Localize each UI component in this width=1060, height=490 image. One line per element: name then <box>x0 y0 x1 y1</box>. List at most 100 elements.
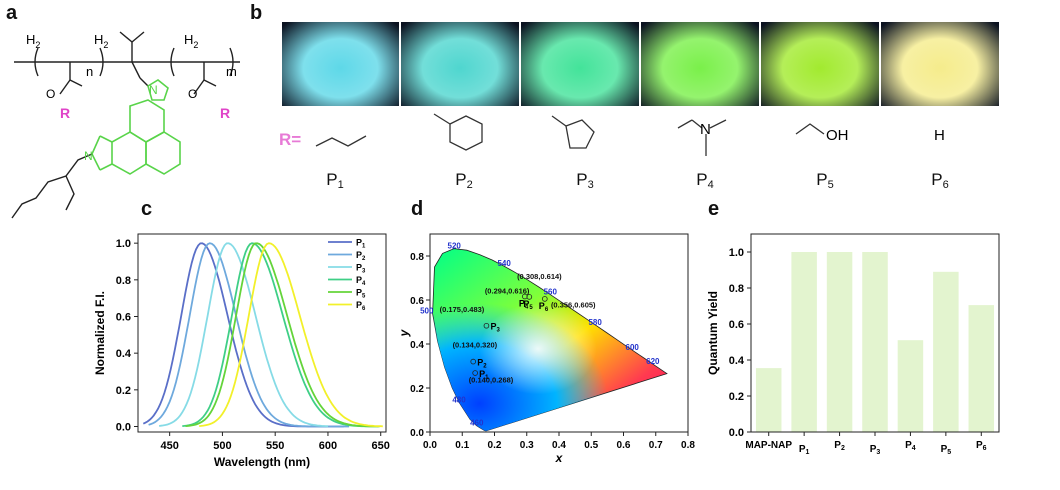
h2-label-3: H2 <box>184 32 198 50</box>
point-subscript: 6 <box>545 307 549 313</box>
sample-label-p2: P2 <box>455 170 473 191</box>
legend-name: P <box>356 300 362 310</box>
subscript-n: n <box>86 64 93 79</box>
photo-p4 <box>641 22 759 106</box>
category-subscript: 4 <box>912 445 916 452</box>
photo-p5 <box>761 22 879 106</box>
thf-structure <box>565 119 595 149</box>
y-tick-label: 0.2 <box>410 384 424 395</box>
cie-point-label: P1 <box>479 369 489 381</box>
y-tick-label: 0.4 <box>729 355 745 367</box>
photo-p6 <box>881 22 999 106</box>
x-tick-label: P4 <box>905 440 916 452</box>
y-tick-label: 1.0 <box>729 247 744 259</box>
x-tick-label: P2 <box>834 440 845 452</box>
hydroxyl-label: OH <box>826 127 849 144</box>
wavelength-label: 600 <box>626 343 640 352</box>
r-equals-label: R= <box>279 130 302 149</box>
legend-entry: P4 <box>356 275 366 287</box>
y-axis-label: Normalized F.I. <box>93 291 107 375</box>
cie-point-p3 <box>483 322 490 329</box>
butyl-structure <box>315 135 367 147</box>
hydrogen-label: H <box>934 127 945 144</box>
cie-point-label: P4 <box>519 298 529 310</box>
cie-chromaticity-chart: 0.0 0.1 0.2 0.3 0.4 0.5 0.6 0.7 0.8 0.0 0.2 0.4 0.6 0… <box>398 233 695 465</box>
oxygen-atom-right: O <box>188 87 197 101</box>
x-tick-label: 550 <box>266 440 284 452</box>
legend-entry: P3 <box>356 263 366 275</box>
point-subscript: 1 <box>485 375 489 381</box>
legend-name: P <box>356 263 362 273</box>
category-name: P <box>834 440 841 451</box>
x-tick-label: MAP-NAP <box>745 440 792 451</box>
y-tick-label: 0.4 <box>410 340 424 351</box>
sample-label-p3: P3 <box>576 170 594 191</box>
y-tick-label: 0.8 <box>116 275 131 287</box>
benzyl-structure <box>449 115 483 151</box>
coordinate-label: (0.356,0.605) <box>551 301 596 310</box>
bar-p3 <box>862 252 888 432</box>
y-tick-label: 0.0 <box>410 428 424 439</box>
point-name: P <box>519 298 525 308</box>
category-name: P <box>870 444 877 455</box>
x-tick-label: 0.7 <box>649 440 663 451</box>
category-name: P <box>976 440 983 451</box>
sample-label-p5: P5 <box>816 170 834 191</box>
x-tick-label: 0.4 <box>552 440 566 451</box>
y-tick-label: 0.6 <box>410 296 424 307</box>
pyrrole-n-atom: N <box>149 83 158 97</box>
y-tick-label: 1.0 <box>116 238 131 250</box>
substituent-structures: N OH H <box>315 113 945 156</box>
x-tick-label: 0.0 <box>423 440 437 451</box>
oxygen-atom-left: O <box>46 87 55 101</box>
point-subscript: 2 <box>483 364 487 370</box>
h2-label: H2 <box>26 32 40 50</box>
legend-name: P <box>356 288 362 298</box>
wavelength-label: 560 <box>544 288 558 297</box>
series-line-p6 <box>199 242 383 428</box>
point-subscript: 4 <box>525 304 529 310</box>
series-line-p4 <box>182 242 379 428</box>
legend-subscript: 3 <box>362 269 366 275</box>
cie-point-label: P5 <box>523 299 533 311</box>
x-tick-label: 0.5 <box>584 440 598 451</box>
wavelength-label: 500 <box>420 307 434 316</box>
coordinate-label: (0.294,0.616) <box>485 286 530 295</box>
x-axis-label: x <box>555 451 564 465</box>
wavelength-label: 540 <box>497 259 511 268</box>
wavelength-label: 580 <box>588 318 602 327</box>
category-name: P <box>905 440 912 451</box>
wavelength-label: 520 <box>448 241 462 250</box>
y-tick-label: 0.6 <box>116 312 131 324</box>
x-tick-label: P3 <box>870 444 881 456</box>
sample-label-p6: P6 <box>931 170 949 191</box>
photo-p1 <box>282 22 399 106</box>
panel-label-e: e <box>708 198 720 220</box>
legend-entry: P6 <box>356 300 366 312</box>
legend-name: P <box>356 250 362 260</box>
y-tick-label: 0.4 <box>116 348 132 360</box>
photo-p3 <box>521 22 639 106</box>
wavelength-label: 460 <box>470 418 484 427</box>
legend-subscript: 5 <box>362 294 366 300</box>
series-line-p3 <box>158 242 329 428</box>
category-subscript: 3 <box>876 449 880 456</box>
sample-label-p1: P1 <box>326 170 344 191</box>
wavelength-label: 620 <box>646 357 660 366</box>
panel-label-d: d <box>411 198 424 220</box>
cie-point-p1 <box>472 370 478 376</box>
cie-white-point-overlay <box>432 248 667 431</box>
y-tick-label: 0.8 <box>410 252 424 263</box>
panel-label-b: b <box>250 2 263 24</box>
legend-entry: P1 <box>356 238 366 250</box>
x-tick-label: P6 <box>976 440 987 452</box>
r-group-left: R <box>60 105 70 121</box>
x-tick-label: 0.3 <box>520 440 534 451</box>
point-name: P <box>477 358 483 368</box>
r-group-right: R <box>220 105 230 121</box>
category-subscript: 2 <box>841 445 845 452</box>
x-tick-label: 650 <box>372 440 390 452</box>
h2-label-2: H2 <box>94 32 108 50</box>
cie-point-label: P2 <box>477 358 487 370</box>
coordinate-label: (0.140,0.268) <box>469 376 514 385</box>
